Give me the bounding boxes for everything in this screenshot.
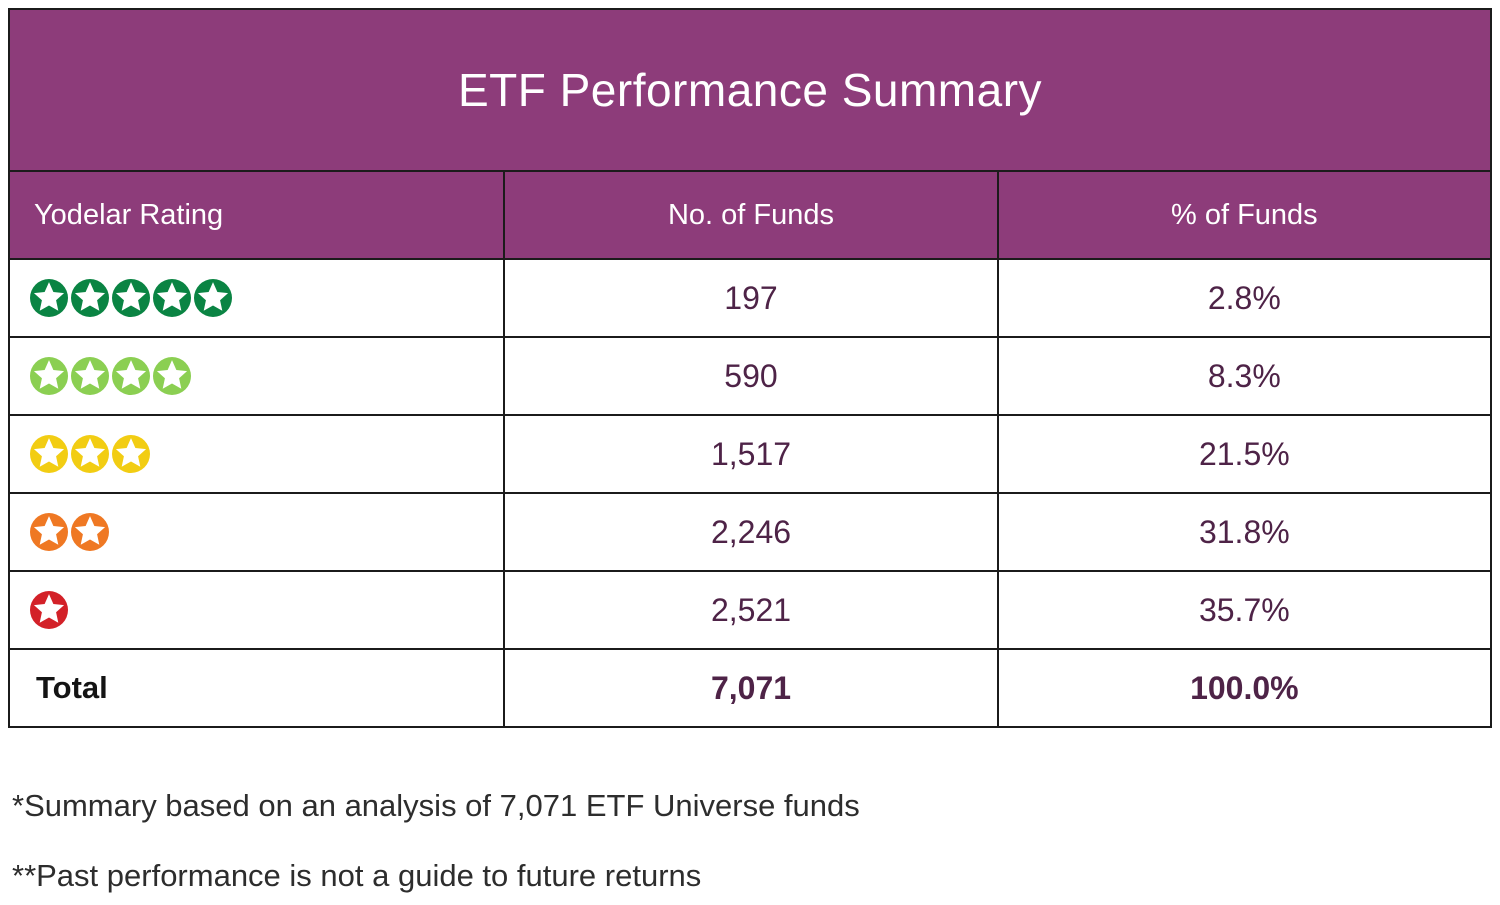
table-title: ETF Performance Summary <box>457 64 1043 116</box>
funds-value: 197 <box>503 260 996 336</box>
table-header-row: Yodelar Rating No. of Funds % of Funds <box>10 170 1490 258</box>
pct-value: 21.5% <box>996 416 1490 492</box>
star-icon <box>194 279 232 317</box>
total-funds-value: 7,071 <box>503 650 996 726</box>
table-row-4-stars: 590 8.3% <box>10 336 1490 414</box>
rating-5-stars <box>10 260 503 336</box>
star-icon <box>153 279 191 317</box>
footnote-summary: *Summary based on an analysis of 7,071 E… <box>12 788 860 823</box>
star-icon <box>71 435 109 473</box>
star-icon <box>30 435 68 473</box>
star-icon <box>112 435 150 473</box>
pct-value: 31.8% <box>996 494 1490 570</box>
table-row-2-stars: 2,246 31.8% <box>10 492 1490 570</box>
rating-1-star <box>10 572 503 648</box>
funds-value: 2,246 <box>503 494 996 570</box>
pct-value: 2.8% <box>996 260 1490 336</box>
table-row-3-stars: 1,517 21.5% <box>10 414 1490 492</box>
table-row-1-star: 2,521 35.7% <box>10 570 1490 648</box>
rating-3-stars <box>10 416 503 492</box>
table-row-5-stars: 197 2.8% <box>10 258 1490 336</box>
star-icon <box>30 591 68 629</box>
total-label: Total <box>36 670 108 705</box>
footnote-past-performance: **Past performance is not a guide to fut… <box>12 858 702 893</box>
column-header-rating: Yodelar Rating <box>34 198 224 231</box>
star-icon <box>112 279 150 317</box>
funds-value: 590 <box>503 338 996 414</box>
star-icon <box>71 279 109 317</box>
star-icon <box>30 279 68 317</box>
rating-4-stars <box>10 338 503 414</box>
star-icon <box>71 513 109 551</box>
star-icon <box>30 357 68 395</box>
star-icon <box>153 357 191 395</box>
column-header-funds: No. of Funds <box>503 172 996 258</box>
pct-value: 8.3% <box>996 338 1490 414</box>
star-icon <box>112 357 150 395</box>
pct-value: 35.7% <box>996 572 1490 648</box>
star-icon <box>71 357 109 395</box>
table-row-total: Total 7,071 100.0% <box>10 648 1490 726</box>
star-icon <box>30 513 68 551</box>
rating-2-stars <box>10 494 503 570</box>
footnotes: *Summary based on an analysis of 7,071 E… <box>12 788 860 894</box>
funds-value: 1,517 <box>503 416 996 492</box>
table-title-banner: ETF Performance Summary <box>10 10 1490 170</box>
funds-value: 2,521 <box>503 572 996 648</box>
etf-performance-table: ETF Performance Summary Yodelar Rating N… <box>8 8 1492 728</box>
column-header-pct: % of Funds <box>996 172 1490 258</box>
total-pct-value: 100.0% <box>996 650 1490 726</box>
